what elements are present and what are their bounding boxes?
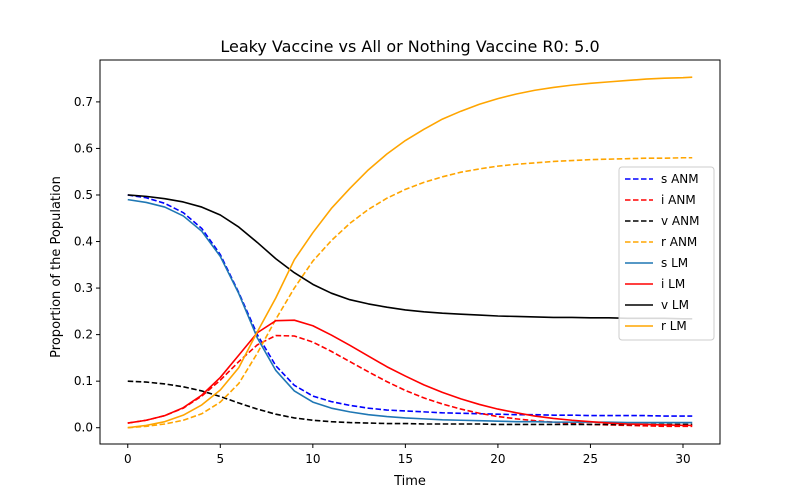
series-lines: [127, 76, 693, 429]
series-line-6: [127, 194, 693, 320]
chart-title: Leaky Vaccine vs All or Nothing Vaccine …: [220, 37, 599, 56]
legend-label: s LM: [661, 256, 688, 270]
legend: s ANM i ANM v ANM r ANM s LM i LM v LM r LM: [618, 166, 715, 341]
x-tick-label: 15: [398, 452, 413, 466]
plot-area: 0 5 10 15 20 25 30 0.0 0.1 0.2 0.3 0.4 0.5 0.6 0.7: [74, 59, 721, 466]
x-tick-label: 25: [583, 452, 598, 466]
x-tick-label: 10: [305, 452, 320, 466]
legend-label: v LM: [661, 298, 689, 312]
legend-label: r LM: [661, 319, 687, 333]
legend-box: [618, 166, 715, 341]
x-tick-label: 5: [216, 452, 224, 466]
y-axis-label: Proportion of the Population: [49, 176, 64, 358]
series-line-2: [127, 380, 693, 426]
x-tick-label: 20: [490, 452, 505, 466]
legend-label: i ANM: [661, 193, 696, 207]
y-tick-label: 0.1: [74, 374, 93, 388]
legend-label: s ANM: [661, 172, 699, 186]
legend-label: i LM: [661, 277, 685, 291]
y-tick-label: 0.6: [74, 141, 93, 155]
series-line-7: [127, 76, 693, 429]
x-tick-label: 0: [124, 452, 132, 466]
y-tick-label: 0.3: [74, 281, 93, 295]
y-tick-label: 0.4: [74, 235, 93, 249]
y-tick-label: 0.5: [74, 188, 93, 202]
series-line-3: [127, 156, 693, 429]
x-tick-label: 30: [675, 452, 690, 466]
y-tick-label: 0.7: [74, 95, 93, 109]
series-line-5: [127, 319, 693, 427]
x-axis-label: Time: [393, 474, 426, 489]
legend-label: v ANM: [661, 214, 699, 228]
y-tick-label: 0.2: [74, 328, 93, 342]
y-tick-label: 0.0: [74, 421, 93, 435]
legend-label: r ANM: [661, 235, 697, 249]
plot-frame: [99, 59, 721, 445]
